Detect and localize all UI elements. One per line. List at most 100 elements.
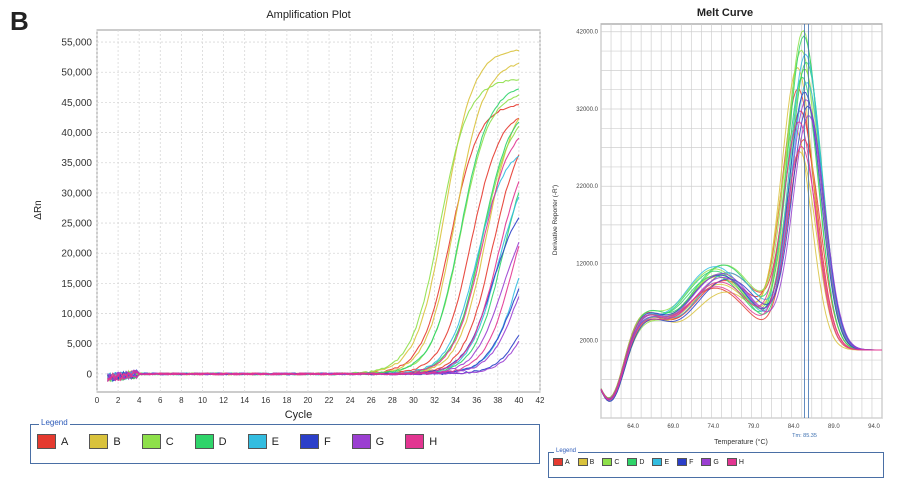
amp-x-tick-label: 42 <box>536 396 545 405</box>
amp-x-tick-label: 26 <box>367 396 376 405</box>
amp-y-tick-label: 20,000 <box>61 249 92 260</box>
amp-legend-item-h: H <box>405 434 437 449</box>
amp-y-tick-label: 50,000 <box>61 68 92 79</box>
amp-x-tick-label: 24 <box>346 396 355 405</box>
melt-legend-label: B <box>589 458 595 466</box>
amp-title: Amplification Plot <box>266 9 350 21</box>
amp-y-tick-label: 45,000 <box>61 98 92 109</box>
melt-legend-item-h: H <box>726 458 744 466</box>
amp-legend-item-g: G <box>351 434 385 449</box>
amp-y-tick-label: 0 <box>86 369 92 380</box>
amp-legend-label: E <box>271 435 279 448</box>
amp-x-tick-label: 2 <box>116 396 121 405</box>
melt-legend-label: F <box>689 458 694 466</box>
melt-legend-label: C <box>614 458 620 466</box>
melt-legend-label: G <box>713 458 719 466</box>
amp-x-tick-label: 18 <box>282 396 291 405</box>
melt-x-axis-label: Temperature (°C) <box>714 438 768 446</box>
amp-legend-swatch <box>194 434 214 449</box>
melt-curve-g <box>600 115 882 401</box>
amp-legend-label: G <box>375 435 385 448</box>
melt-y-tick-label: 2000.0 <box>580 339 599 345</box>
amp-legend-label: C <box>165 435 174 448</box>
melt-x-tick-label: 74.0 <box>708 424 720 430</box>
amp-x-axis-label: Cycle <box>285 409 313 421</box>
amp-y-tick-label: 40,000 <box>61 128 92 139</box>
melt-legend-title: Legend <box>554 448 579 454</box>
melt-title: Melt Curve <box>697 7 753 19</box>
amp-legend-label: F <box>323 435 331 448</box>
melt-y-tick-label: 42000.0 <box>576 30 598 36</box>
melt-curve-g <box>600 99 882 401</box>
amp-legend-label: D <box>218 435 227 448</box>
amp-x-tick-label: 12 <box>219 396 228 405</box>
amp-legend-swatch <box>141 434 161 449</box>
amp-x-tick-label: 8 <box>179 396 184 405</box>
melt-legend-swatch <box>577 458 588 466</box>
amp-x-tick-label: 30 <box>409 396 418 405</box>
panel-label: B <box>10 6 29 36</box>
melt-x-tick-label: 69.0 <box>667 424 679 430</box>
amp-legend-swatch <box>247 434 267 449</box>
amp-curve-h <box>107 181 520 382</box>
amp-legend-swatch <box>405 434 425 449</box>
amp-y-tick-label: 25,000 <box>61 219 92 230</box>
amp-x-tick-label: 38 <box>493 396 502 405</box>
amp-x-tick-label: 20 <box>303 396 312 405</box>
amp-y-tick-label: 15,000 <box>61 279 92 290</box>
amp-y-tick-label: 5,000 <box>67 339 92 350</box>
melt-legend-item-a: A <box>553 458 570 466</box>
amp-legend-label: B <box>113 435 121 448</box>
melt-legend-swatch <box>726 458 737 466</box>
amp-y-tick-label: 30,000 <box>61 188 92 199</box>
melt-curve-plot: 64.0 69.0 74.0 79.0 84.0 89.0 94.0 2000.0 12000.… <box>552 7 883 446</box>
melt-legend-item-c: C <box>602 458 619 466</box>
amp-legend-swatch <box>89 434 109 449</box>
melt-legend-swatch <box>627 458 638 466</box>
melt-tm-label: Tm: 85.35 <box>792 433 817 439</box>
melt-x-tick-label: 89.0 <box>828 424 840 430</box>
melt-x-tick-label: 79.0 <box>748 424 760 430</box>
melt-legend-label: E <box>664 458 670 466</box>
melt-legend-item-d: D <box>627 458 644 466</box>
melt-legend-swatch <box>677 458 688 466</box>
melt-legend-item-b: B <box>577 458 595 466</box>
amp-legend-swatch <box>37 434 56 449</box>
amp-legend-item-c: C <box>141 434 174 449</box>
melt-legend: Legend A B C D E F G H <box>548 448 884 478</box>
melt-legend-swatch <box>652 458 663 466</box>
melt-y-axis-label: Derivative Reporter (-R') <box>552 185 559 255</box>
amp-y-tick-label: 10,000 <box>61 309 92 320</box>
melt-legend-item-e: E <box>652 458 669 466</box>
melt-legend-item-g: G <box>701 458 719 466</box>
amp-x-tick-label: 4 <box>137 396 142 405</box>
melt-legend-label: H <box>738 458 744 466</box>
amp-x-tick-label: 22 <box>325 396 334 405</box>
amp-x-tick-label: 6 <box>158 396 163 405</box>
amp-x-tick-label: 14 <box>240 396 249 405</box>
amp-legend-swatch <box>299 434 319 449</box>
amp-x-tick-label: 32 <box>430 396 439 405</box>
amp-legend-item-b: B <box>89 434 121 449</box>
amp-legend-item-f: F <box>299 434 331 449</box>
melt-x-tick-label: 84.0 <box>788 424 800 430</box>
amplification-plot: 0 2 4 6 8 10 12 14 16 18 20 22 24 26 28 30 32 34 36 38 40 420… <box>33 9 545 421</box>
amp-y-tick-label: 55,000 <box>61 38 92 49</box>
melt-legend-swatch <box>701 458 712 466</box>
amp-legend-item-d: D <box>194 434 227 449</box>
amp-x-tick-label: 40 <box>514 396 523 405</box>
melt-x-tick-label: 94.0 <box>868 424 880 430</box>
amp-x-tick-label: 16 <box>261 396 270 405</box>
amp-curve-h <box>107 246 520 382</box>
melt-legend-swatch <box>602 458 613 466</box>
melt-y-tick-label: 12000.0 <box>576 261 598 267</box>
melt-legend-item-f: F <box>677 458 693 466</box>
amp-x-tick-label: 34 <box>451 396 460 405</box>
melt-y-tick-label: 32000.0 <box>576 107 598 113</box>
amp-legend-swatch <box>351 434 371 449</box>
amplification-legend: Legend A B C D E F G H <box>30 418 540 464</box>
melt-legend-swatch <box>553 458 563 466</box>
amp-x-tick-label: 28 <box>388 396 397 405</box>
amp-y-tick-label: 35,000 <box>61 158 92 169</box>
